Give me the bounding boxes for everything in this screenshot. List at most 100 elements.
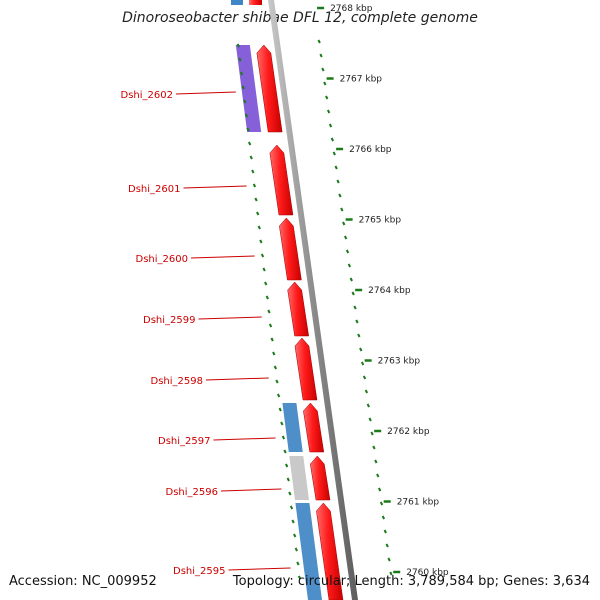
scale-label: 2762 kbp: [387, 427, 430, 437]
accession-label: Accession: NC_009952: [9, 574, 157, 589]
scale-tick: [379, 501, 384, 506]
scale-tick: [349, 277, 353, 282]
gene-feature: [269, 144, 294, 216]
scale-tick: [366, 403, 370, 408]
scale-tick: [340, 207, 344, 212]
scale-tick: [364, 389, 369, 394]
gene-leader-line: [198, 316, 262, 320]
scale-tick: [276, 393, 281, 398]
scale-label: 2764 kbp: [368, 286, 411, 296]
gene-label: Dshi_2602: [121, 90, 173, 101]
scale-tick: [332, 151, 336, 156]
gene-feature: [249, 0, 262, 5]
scale-tick: [338, 193, 342, 198]
scale-tick: [286, 477, 290, 482]
cog-feature: [289, 456, 309, 500]
scale-tick: [296, 561, 300, 566]
gene-feature: [287, 281, 309, 337]
scale-tick: [359, 347, 363, 352]
scale-tick: [328, 123, 333, 128]
gene-feature: [256, 44, 283, 133]
scale-tick: [260, 253, 265, 258]
scale-tick: [323, 81, 327, 86]
scale-tick: [288, 491, 292, 496]
scale-tick: [368, 417, 372, 422]
scale-label: 2768 kbp: [330, 4, 373, 14]
scale-label: 2761 kbp: [397, 498, 440, 508]
gene-label: Dshi_2596: [166, 487, 218, 498]
scale-label: 2763 kbp: [378, 357, 421, 367]
scale-tick: [283, 449, 287, 454]
backbone-line: [268, 0, 358, 600]
scale-tick: [353, 305, 357, 310]
scale-tick: [293, 533, 297, 538]
cog-feature: [295, 503, 322, 600]
scale-tick: [376, 473, 380, 478]
scale-tick: [319, 53, 323, 58]
scale-tick: [334, 165, 338, 170]
scale-tick: [281, 435, 286, 440]
scale-tick: [297, 575, 302, 580]
gene-label: Dshi_2600: [136, 254, 188, 265]
scale-tick: [357, 333, 361, 338]
scale-tick: [347, 263, 352, 268]
gene-feature: [316, 502, 344, 600]
gene-feature: [279, 217, 302, 281]
scale-tick: [343, 235, 348, 240]
scale-tick: [251, 169, 255, 174]
scale-tick: [362, 375, 367, 380]
summary-label: Topology: circular; Length: 3,789,584 bp…: [232, 574, 590, 589]
scale-tick: [342, 221, 346, 226]
gene-leader-line: [220, 488, 282, 492]
scale-tick: [267, 309, 271, 314]
scale-tick: [321, 67, 325, 72]
scale-tick: [272, 351, 276, 356]
gene-label: Dshi_2601: [128, 184, 180, 195]
scale-label: 2767 kbp: [340, 75, 383, 85]
scale-tick: [236, 43, 240, 48]
scale-tick: [370, 431, 374, 436]
scale-tick: [345, 249, 350, 254]
gene-leader-line: [175, 91, 236, 95]
scale-tick: [238, 57, 242, 62]
scale-tick: [273, 365, 278, 370]
scale-tick: [259, 239, 263, 244]
scale-tick: [325, 95, 329, 100]
cog-feature: [235, 45, 262, 132]
scale-tick: [257, 225, 261, 230]
scale-tick: [383, 529, 387, 534]
scale-tick: [265, 295, 269, 300]
scale-tick: [285, 463, 289, 468]
gene-label: Dshi_2598: [151, 376, 203, 387]
scale-tick: [387, 557, 391, 562]
gene-feature: [294, 337, 318, 401]
scale-tick: [351, 291, 355, 296]
scale-tick: [241, 85, 245, 90]
scale-tick: [278, 407, 282, 412]
gene-leader-line: [213, 437, 276, 441]
gene-feature: [310, 455, 331, 501]
scale-tick: [372, 445, 376, 450]
scale-label: 2760 kbp: [406, 568, 449, 578]
gene-label: Dshi_2595: [173, 566, 225, 577]
scale-label: 2766 kbp: [349, 145, 392, 155]
scale-tick: [389, 571, 393, 576]
scale-tick: [381, 515, 386, 520]
scale-tick: [355, 319, 359, 324]
scale-tick: [268, 323, 273, 328]
scale-tick: [291, 519, 295, 524]
map-title: Dinoroseobacter shibae DFL 12, complete …: [122, 10, 478, 26]
scale-tick: [280, 421, 284, 426]
scale-tick: [239, 71, 244, 76]
cog-feature: [282, 403, 303, 452]
scale-tick: [249, 155, 253, 160]
gene-feature: [303, 402, 325, 453]
gene-label: Dshi_2599: [143, 315, 195, 326]
scale-tick: [374, 459, 378, 464]
scale-tick: [264, 281, 268, 286]
scale-tick: [289, 505, 294, 510]
scale-tick: [385, 543, 389, 548]
gene-leader-line: [190, 255, 255, 259]
scale-tick: [254, 197, 258, 202]
scale-tick: [377, 487, 382, 492]
